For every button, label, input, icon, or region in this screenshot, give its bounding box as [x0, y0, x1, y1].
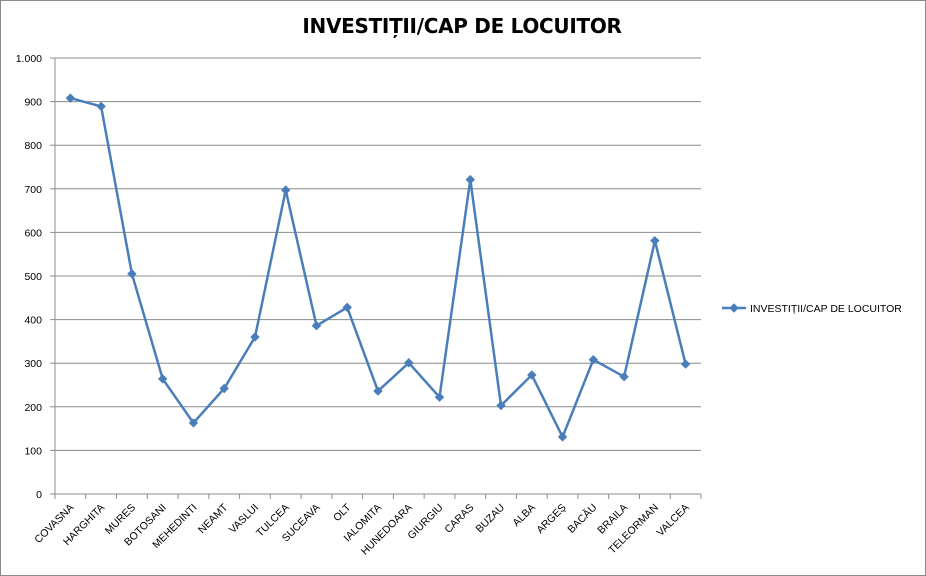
- data-point: [588, 355, 599, 365]
- x-tick-label: NEAMT: [196, 501, 231, 536]
- data-point: [680, 359, 691, 369]
- y-tick-label: 600: [24, 227, 42, 239]
- data-point: [434, 392, 445, 402]
- data-point: [250, 332, 260, 342]
- series-layer: [65, 93, 691, 442]
- gridlines: [50, 57, 701, 495]
- data-point: [619, 372, 629, 382]
- series-line: [70, 96, 687, 439]
- axes: [54, 58, 702, 499]
- data-point: [281, 185, 291, 195]
- data-point: [373, 386, 383, 396]
- data-point: [188, 418, 199, 428]
- y-tick-labels: 0 100 200 300 400 500 600 700 800 900 1.000: [16, 53, 42, 501]
- legend: INVESTIȚII/CAP DE LOCUITOR: [722, 303, 902, 315]
- data-point: [65, 93, 76, 103]
- y-tick-label: 200: [24, 402, 42, 414]
- legend-label: INVESTIȚII/CAP DE LOCUITOR: [750, 303, 902, 315]
- data-point: [404, 358, 414, 368]
- y-tick-label: 0: [36, 489, 42, 501]
- x-tick-label: ALBA: [510, 502, 537, 529]
- y-tick-label: 300: [24, 358, 42, 370]
- y-tick-label: 900: [24, 97, 42, 109]
- data-point: [650, 235, 660, 246]
- y-tick-label: 100: [24, 445, 42, 457]
- x-tick-label: OLT: [331, 501, 354, 524]
- y-tick-label: 700: [24, 184, 42, 196]
- data-point: [127, 269, 137, 279]
- y-tick-label: 500: [24, 271, 42, 283]
- data-point: [557, 432, 568, 442]
- data-point: [527, 370, 537, 380]
- data-point: [465, 174, 475, 185]
- data-point: [496, 400, 506, 411]
- legend-marker: [729, 303, 739, 313]
- x-tick-labels: COVASNAHARGHITAMURESBOTOSANIMEHEDINTINEA…: [32, 501, 691, 558]
- data-point: [157, 374, 168, 384]
- chart-title: INVESTIȚII/CAP DE LOCUITOR: [302, 14, 622, 38]
- y-tick-label: 400: [24, 315, 42, 327]
- data-point: [342, 302, 352, 313]
- y-tick-label: 1.000: [16, 53, 42, 65]
- x-tick-label: CARAS: [442, 502, 476, 536]
- x-tick-label: BUZAU: [474, 502, 508, 536]
- x-tick-label: VALCEA: [654, 502, 691, 539]
- data-point: [96, 101, 106, 112]
- x-tick-label: BACĂU: [565, 501, 600, 536]
- y-tick-label: 800: [24, 140, 42, 152]
- data-point: [219, 383, 229, 394]
- x-tick-label: ARGEȘ: [534, 502, 568, 536]
- data-point: [311, 320, 322, 331]
